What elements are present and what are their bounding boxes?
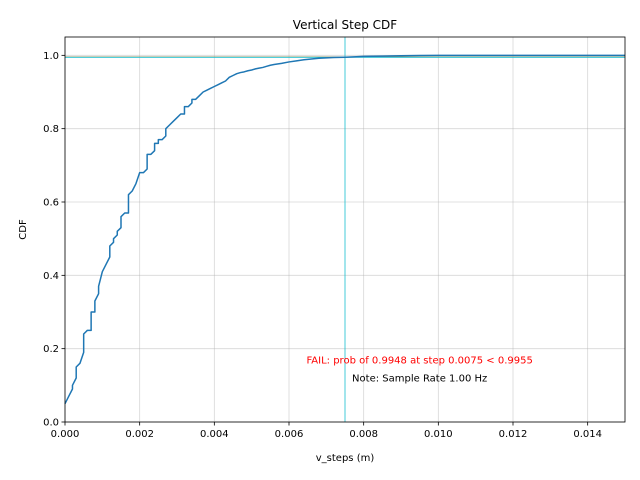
y-tick-label: 1.0 <box>43 51 59 62</box>
y-axis-ticks: 0.0 0.2 0.4 0.6 0.8 1.0 <box>43 51 65 429</box>
fail-annotation: FAIL: prob of 0.9948 at step 0.0075 < 0.… <box>306 355 532 366</box>
chart-title: Vertical Step CDF <box>293 18 397 32</box>
x-axis-ticks: 0.000 0.002 0.004 0.006 0.008 0.010 0.012 0.014 <box>51 422 602 440</box>
x-tick-label: 0.008 <box>349 429 378 440</box>
x-tick-label: 0.010 <box>424 429 453 440</box>
series-group <box>64 54 625 405</box>
x-tick-label: 0.014 <box>573 429 602 440</box>
note-annotation: Note: Sample Rate 1.00 Hz <box>352 374 487 385</box>
x-tick-label: 0.006 <box>275 429 304 440</box>
y-tick-label: 0.6 <box>43 198 59 209</box>
y-tick-label: 0.0 <box>43 418 59 429</box>
x-tick-label: 0.012 <box>499 429 528 440</box>
x-tick-label: 0.004 <box>200 429 229 440</box>
annotations: FAIL: prob of 0.9948 at step 0.0075 < 0.… <box>306 355 532 384</box>
y-axis-label: CDF <box>18 219 29 240</box>
cdf-series-line <box>64 54 625 405</box>
y-tick-label: 0.4 <box>43 271 59 282</box>
x-axis-label: v_steps (m) <box>316 453 375 464</box>
x-tick-label: 0.002 <box>125 429 154 440</box>
y-tick-label: 0.2 <box>43 344 59 355</box>
x-tick-label: 0.000 <box>51 429 80 440</box>
y-tick-label: 0.8 <box>43 124 59 135</box>
plot-frame <box>64 36 626 423</box>
